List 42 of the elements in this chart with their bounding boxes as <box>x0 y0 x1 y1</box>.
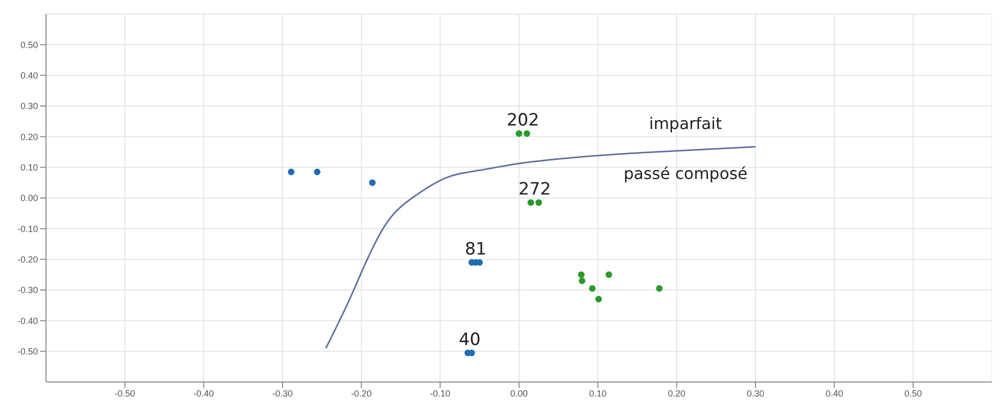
x-tick-label: 0.50 <box>904 388 922 398</box>
y-tick-label: 0.30 <box>20 101 38 112</box>
x-tick-label: 0.20 <box>668 388 686 398</box>
point <box>595 296 602 302</box>
point <box>288 168 294 176</box>
point <box>528 199 534 206</box>
line-series <box>325 146 756 350</box>
point <box>516 130 522 137</box>
annotation: 202 <box>506 110 540 131</box>
annotation: passé composé <box>624 164 748 183</box>
y-tick-label: 0.20 <box>20 132 38 142</box>
point <box>589 285 596 292</box>
x-tick-label: -0.10 <box>430 388 450 398</box>
x-tick-label: 0.00 <box>510 388 528 398</box>
x-tick-label: 0.10 <box>589 388 607 398</box>
point <box>524 130 530 137</box>
annotation: 40 <box>458 330 481 350</box>
x-tick-label: -0.40 <box>193 388 214 398</box>
x-tick-label: -0.30 <box>272 388 293 398</box>
y-tick-label: 0.40 <box>20 70 38 81</box>
point <box>314 168 320 176</box>
x-tick-label: 0.30 <box>746 388 764 398</box>
point <box>369 179 376 186</box>
annotation: 81 <box>464 239 486 260</box>
point <box>606 271 612 278</box>
point <box>535 199 542 206</box>
x-tick-label: -0.20 <box>351 388 372 398</box>
y-tick-label: 0.50 <box>20 40 38 50</box>
point <box>656 285 663 292</box>
point <box>578 278 586 284</box>
y-tick-label: 0.00 <box>20 193 38 204</box>
x-tick-label: -0.50 <box>114 388 136 398</box>
x-tick-label: 0.40 <box>826 388 844 398</box>
annotation: 272 <box>518 180 551 200</box>
point <box>578 271 585 278</box>
y-tick-label: -0.10 <box>17 224 38 234</box>
y-tick-label: -0.40 <box>17 316 38 326</box>
annotation: imparfait <box>649 114 722 133</box>
y-tick-label: 0.10 <box>20 162 38 173</box>
y-tick-label: -0.20 <box>17 254 38 265</box>
y-tick-label: -0.50 <box>17 346 38 357</box>
y-tick-label: -0.30 <box>17 285 38 296</box>
